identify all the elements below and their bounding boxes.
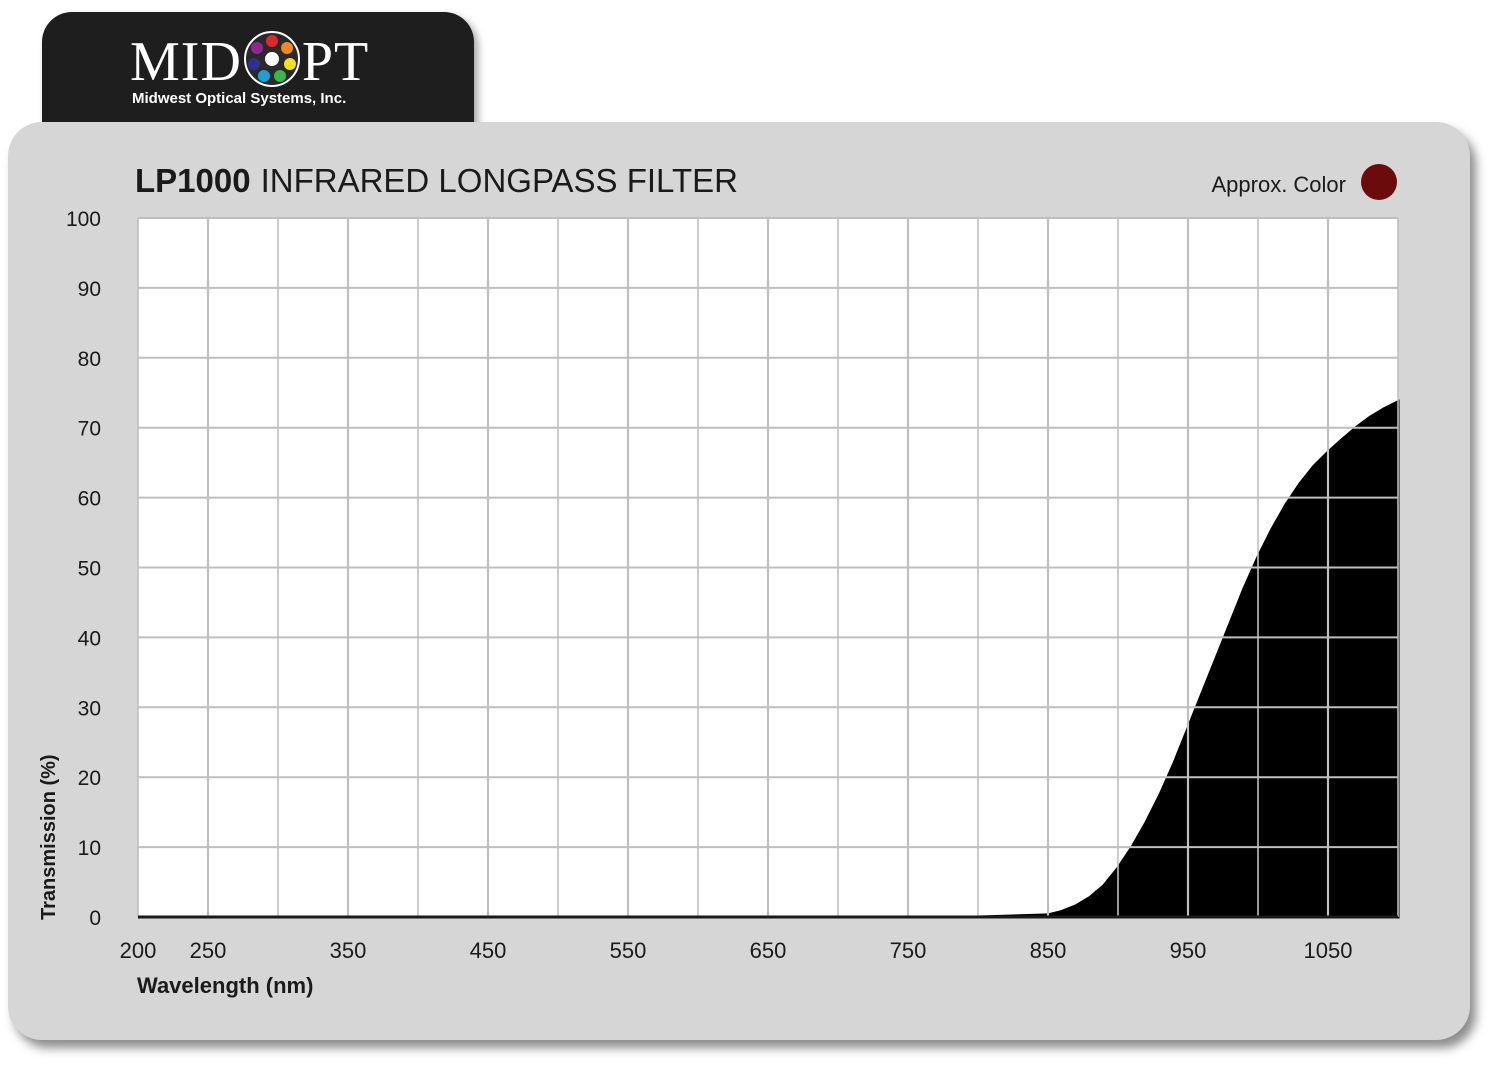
x-tick-label: 750: [890, 938, 927, 963]
x-tick-label: 650: [750, 938, 787, 963]
logo-tagline: Midwest Optical Systems, Inc.: [132, 90, 347, 107]
x-tick-label: 350: [330, 938, 367, 963]
approx-color-swatch: [1361, 164, 1397, 200]
color-wheel-icon: [243, 31, 300, 87]
y-tick-label: 70: [78, 418, 101, 441]
transmission-curve-area: [138, 399, 1400, 919]
brand-left: MID: [130, 31, 242, 93]
y-tick-label: 0: [89, 907, 101, 930]
x-tick-label: 950: [1170, 938, 1207, 963]
y-tick-label: 90: [78, 278, 101, 301]
x-tick-label: 450: [470, 938, 507, 963]
x-tick-label: 550: [610, 938, 647, 963]
y-tick-label: 50: [78, 558, 101, 581]
chart-title-model: LP1000: [135, 162, 251, 199]
brand-logo: MID PT: [130, 30, 369, 90]
x-axis-label: Wavelength (nm): [137, 973, 313, 998]
y-tick-label: 100: [66, 208, 101, 231]
y-tick-label: 30: [78, 697, 101, 720]
x-tick-label: 200: [120, 938, 157, 963]
y-tick-label: 80: [78, 348, 101, 371]
y-tick-label: 10: [78, 837, 101, 860]
x-tick-label: 250: [190, 938, 227, 963]
chart-title: LP1000 INFRARED LONGPASS FILTER: [135, 162, 738, 199]
y-tick-label: 60: [78, 488, 101, 511]
y-tick-label: 20: [78, 767, 101, 790]
x-tick-label: 850: [1030, 938, 1067, 963]
x-tick-label: 1050: [1304, 938, 1353, 963]
brand-right: PT: [301, 31, 370, 93]
chart-title-name: INFRARED LONGPASS FILTER: [261, 162, 738, 199]
y-tick-label: 40: [78, 627, 101, 650]
y-axis-label: Transmission (%): [38, 754, 60, 920]
legend-label: Approx. Color: [1211, 172, 1346, 197]
